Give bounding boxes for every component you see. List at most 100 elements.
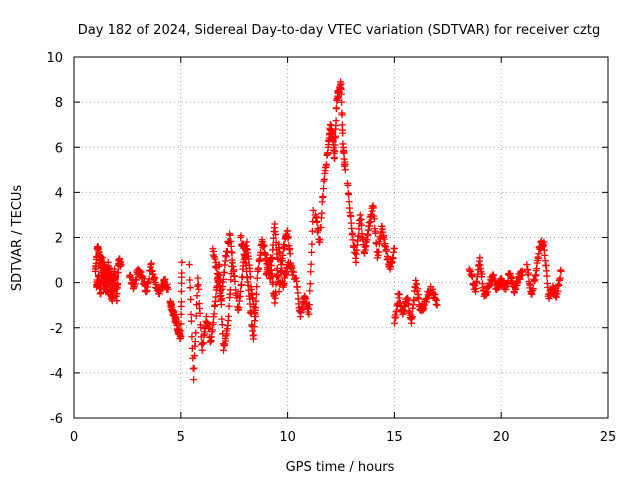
data-point bbox=[178, 279, 186, 287]
data-point bbox=[299, 305, 307, 313]
data-point bbox=[97, 284, 105, 292]
data-point bbox=[473, 279, 481, 287]
x-tick-label: 10 bbox=[279, 430, 296, 445]
data-point bbox=[245, 255, 253, 263]
data-point bbox=[347, 212, 355, 220]
data-point bbox=[320, 175, 328, 183]
data-point bbox=[355, 225, 363, 233]
data-point bbox=[318, 209, 326, 217]
data-point bbox=[187, 311, 195, 319]
data-point bbox=[349, 229, 357, 237]
data-point bbox=[390, 245, 398, 253]
data-point bbox=[306, 280, 314, 288]
data-point bbox=[307, 260, 315, 268]
data-point bbox=[361, 246, 369, 254]
data-point bbox=[209, 319, 217, 327]
x-tick-label: 25 bbox=[600, 430, 617, 445]
data-point bbox=[186, 276, 194, 284]
data-point bbox=[308, 240, 316, 248]
data-point bbox=[132, 276, 140, 284]
data-point bbox=[228, 249, 236, 257]
data-point bbox=[223, 247, 231, 255]
data-point bbox=[413, 280, 421, 288]
data-point bbox=[338, 98, 346, 106]
data-point bbox=[281, 242, 289, 250]
data-point bbox=[557, 267, 565, 275]
data-point bbox=[212, 293, 220, 301]
data-point bbox=[404, 300, 412, 308]
data-point bbox=[313, 218, 321, 226]
data-point bbox=[243, 238, 251, 246]
data-point bbox=[252, 297, 260, 305]
data-point bbox=[380, 235, 388, 243]
data-point bbox=[272, 280, 280, 288]
data-point bbox=[272, 288, 280, 296]
data-point bbox=[270, 234, 278, 242]
data-point bbox=[512, 285, 520, 293]
data-point bbox=[161, 275, 169, 283]
data-point bbox=[284, 227, 292, 235]
data-point bbox=[226, 231, 234, 239]
y-tick-label: 6 bbox=[55, 141, 63, 156]
tick-labels: 0 5 10 15 20 25 -6 -4 -2 0 2 4 6 8 10 bbox=[46, 51, 616, 445]
data-point bbox=[112, 272, 120, 280]
data-point bbox=[192, 329, 200, 337]
data-point bbox=[389, 255, 397, 263]
data-point bbox=[242, 261, 250, 269]
data-point bbox=[231, 277, 239, 285]
data-point bbox=[218, 295, 226, 303]
x-tick-label: 20 bbox=[493, 430, 510, 445]
data-point bbox=[308, 248, 316, 256]
data-point bbox=[348, 224, 356, 232]
data-point bbox=[210, 310, 218, 318]
data-point bbox=[245, 286, 253, 294]
y-tick-label: 2 bbox=[55, 232, 63, 247]
data-point bbox=[246, 273, 254, 281]
data-point bbox=[369, 204, 377, 212]
data-point bbox=[109, 293, 117, 301]
data-point bbox=[225, 302, 233, 310]
data-point bbox=[358, 221, 366, 229]
data-point bbox=[525, 269, 533, 277]
data-point bbox=[253, 274, 261, 282]
y-tick-label: 4 bbox=[55, 186, 63, 201]
data-point bbox=[383, 247, 391, 255]
data-point bbox=[117, 261, 125, 269]
data-point bbox=[344, 181, 352, 189]
data-point bbox=[349, 236, 357, 244]
data-point bbox=[276, 249, 284, 257]
data-point bbox=[272, 231, 280, 239]
y-tick-label: -2 bbox=[50, 322, 63, 337]
data-point bbox=[345, 198, 353, 206]
data-point bbox=[375, 248, 383, 256]
data-point bbox=[252, 304, 260, 312]
data-point bbox=[308, 227, 316, 235]
data-point bbox=[332, 117, 340, 125]
data-point bbox=[339, 129, 347, 137]
data-point bbox=[331, 155, 339, 163]
data-point bbox=[177, 327, 185, 335]
x-tick-label: 0 bbox=[70, 430, 78, 445]
data-point bbox=[251, 310, 259, 318]
data-point bbox=[246, 300, 254, 308]
data-point bbox=[227, 242, 235, 250]
data-point bbox=[331, 132, 339, 140]
y-axis-label: SDTVAR / TECUs bbox=[10, 185, 25, 292]
y-tick-label: 8 bbox=[55, 96, 63, 111]
data-point bbox=[218, 321, 226, 329]
data-point bbox=[396, 290, 404, 298]
data-point bbox=[177, 310, 185, 318]
data-point bbox=[338, 111, 346, 119]
data-point bbox=[352, 258, 360, 266]
data-point bbox=[211, 255, 219, 263]
data-point bbox=[408, 313, 416, 321]
data-point bbox=[271, 220, 279, 228]
data-point bbox=[288, 264, 296, 272]
data-point bbox=[187, 295, 195, 303]
data-point bbox=[194, 274, 202, 282]
data-point bbox=[104, 285, 112, 293]
data-point bbox=[284, 233, 292, 241]
data-point bbox=[193, 282, 201, 290]
data-point bbox=[177, 287, 185, 295]
